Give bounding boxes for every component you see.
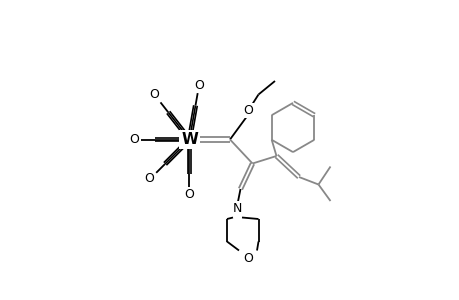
Text: O: O	[149, 88, 159, 101]
Text: O: O	[129, 133, 139, 146]
Text: O: O	[194, 79, 204, 92]
Text: O: O	[184, 188, 194, 201]
Text: W: W	[181, 132, 197, 147]
Text: O: O	[242, 104, 252, 117]
Text: O: O	[242, 251, 252, 265]
Text: O: O	[144, 172, 153, 185]
Text: N: N	[232, 202, 241, 215]
